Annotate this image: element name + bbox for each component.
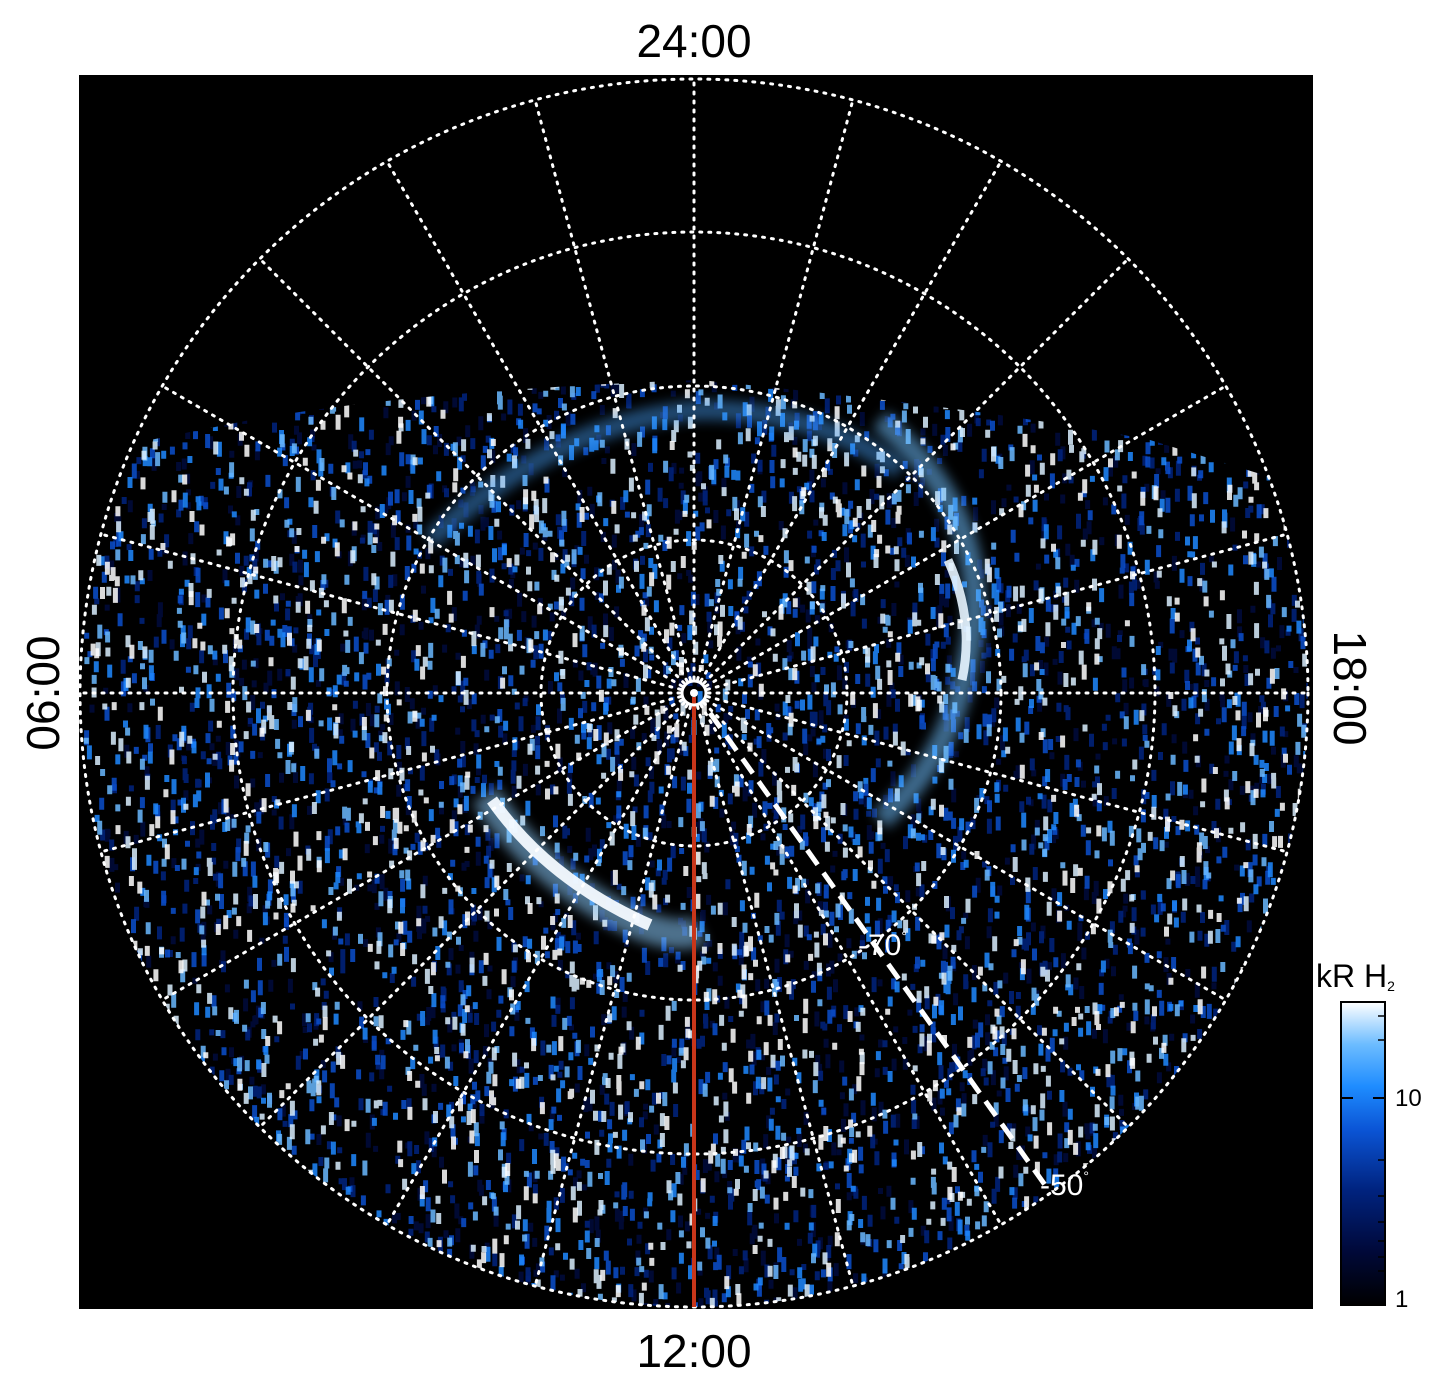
meridian-line: [704, 384, 1228, 688]
latitude-label: -50°: [1040, 1168, 1089, 1202]
meridian-line: [702, 257, 1130, 685]
meridian-line: [385, 703, 689, 1227]
colorbar-title: kR H2: [1316, 958, 1395, 995]
meridian-line: [160, 384, 684, 688]
auroral-oval-dusk-arc-core: [943, 558, 971, 681]
colorbar-gradient: [1340, 1001, 1386, 1306]
meridian-line: [696, 98, 855, 681]
meridian-line: [706, 532, 1289, 691]
colorbar-title-subscript: 2: [1387, 978, 1395, 994]
colorbar-tick-label: 10: [1395, 1085, 1422, 1112]
meridian-line: [258, 257, 686, 685]
meridian-line: [160, 698, 684, 1002]
emission-speckle: [84, 83, 1308, 1307]
latitude-circle: [385, 384, 1003, 1002]
emission-speckle: [86, 87, 1308, 1302]
meridian-line: [702, 701, 1130, 1129]
meridian-line: [258, 701, 686, 1129]
pole-marker-icon: [680, 679, 708, 707]
latitude-circle: [539, 538, 849, 848]
latitude-label: -70°: [858, 928, 907, 962]
latitude-scale-dashed-line: [707, 711, 1048, 1187]
meridian-line: [696, 705, 855, 1288]
local-time-label-noon: 12:00: [636, 1325, 752, 1377]
meridian-line: [99, 532, 682, 691]
meridian-line: [699, 159, 1003, 683]
auroral-oval-dawn-arc-core: [487, 796, 653, 931]
colorbar-title-text: kR H: [1316, 958, 1388, 994]
colorbar-tick-label: 1: [1395, 1286, 1409, 1313]
meridian-line: [385, 159, 689, 683]
meridian-line: [533, 705, 692, 1288]
colorbar: [1340, 1001, 1386, 1306]
latitude-circle: [231, 230, 1157, 1156]
meridian-line: [699, 703, 1003, 1227]
local-time-label-midnight: 24:00: [636, 15, 752, 67]
meridian-line: [99, 695, 682, 854]
meridian-line: [706, 695, 1289, 854]
local-time-label-dawn: 06:00: [17, 635, 69, 751]
meridian-line: [533, 98, 692, 681]
auroral-oval-nightside: [423, 399, 906, 548]
local-time-label-dusk: 18:00: [1324, 630, 1376, 746]
meridian-line: [704, 698, 1228, 1002]
